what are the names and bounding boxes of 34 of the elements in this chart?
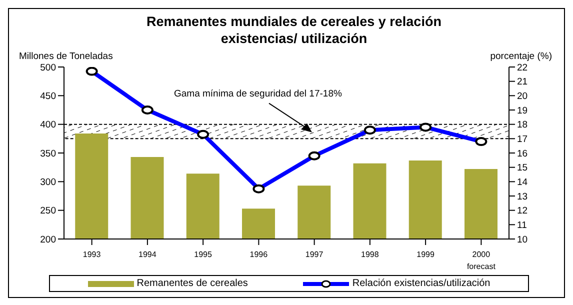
y2-tick-label: 20	[517, 91, 528, 102]
y2-tick-label: 17	[517, 134, 528, 146]
y-axis-title: Millones de Toneladas	[19, 51, 113, 62]
chart-title: Remanentes mundiales de cereales y relación existencias/ utilización	[146, 13, 442, 47]
y-tick-label: 300	[40, 177, 56, 188]
y-tick-label: 350	[40, 148, 56, 160]
y2-axis-title: porcentaje (%)	[490, 51, 552, 62]
y2-tick-label: 19	[517, 105, 528, 116]
legend-label: Relación existencias/utilización	[352, 278, 490, 289]
x-tick-label: 2000 forecast	[466, 250, 496, 271]
x-tick-label: 1998	[361, 250, 380, 259]
y-tick-label: 400	[40, 120, 56, 131]
y-tick-label: 500	[40, 62, 56, 74]
y2-tick-label: 13	[517, 191, 528, 202]
y-tick-label: 450	[40, 91, 56, 102]
y2-tick-label: 12	[517, 206, 528, 217]
y-tick-label: 200	[40, 234, 56, 246]
x-tick-label: 1994	[138, 250, 157, 259]
y2-tick-label: 11	[517, 220, 527, 232]
y-tick-label: 250	[40, 206, 56, 217]
y2-tick-label: 18	[517, 120, 528, 131]
y2-tick-label: 16	[517, 148, 528, 160]
y2-tick-label: 15	[517, 162, 528, 174]
y2-tick-label: 10	[517, 234, 528, 246]
x-tick-label: 1993	[82, 250, 102, 259]
legend-label: Remanentes de cereales	[136, 278, 248, 289]
x-tick-label: 1999	[416, 250, 436, 259]
x-tick-label: 1997	[305, 250, 324, 259]
x-tick-label: 1995	[194, 250, 213, 259]
band-label: Gama mínima de seguridad del 17-18%	[174, 88, 342, 100]
y2-tick-label: 21	[517, 76, 528, 88]
x-tick-label: 1996	[250, 250, 268, 259]
y2-tick-label: 22	[517, 62, 528, 74]
y2-tick-label: 14	[517, 177, 528, 188]
